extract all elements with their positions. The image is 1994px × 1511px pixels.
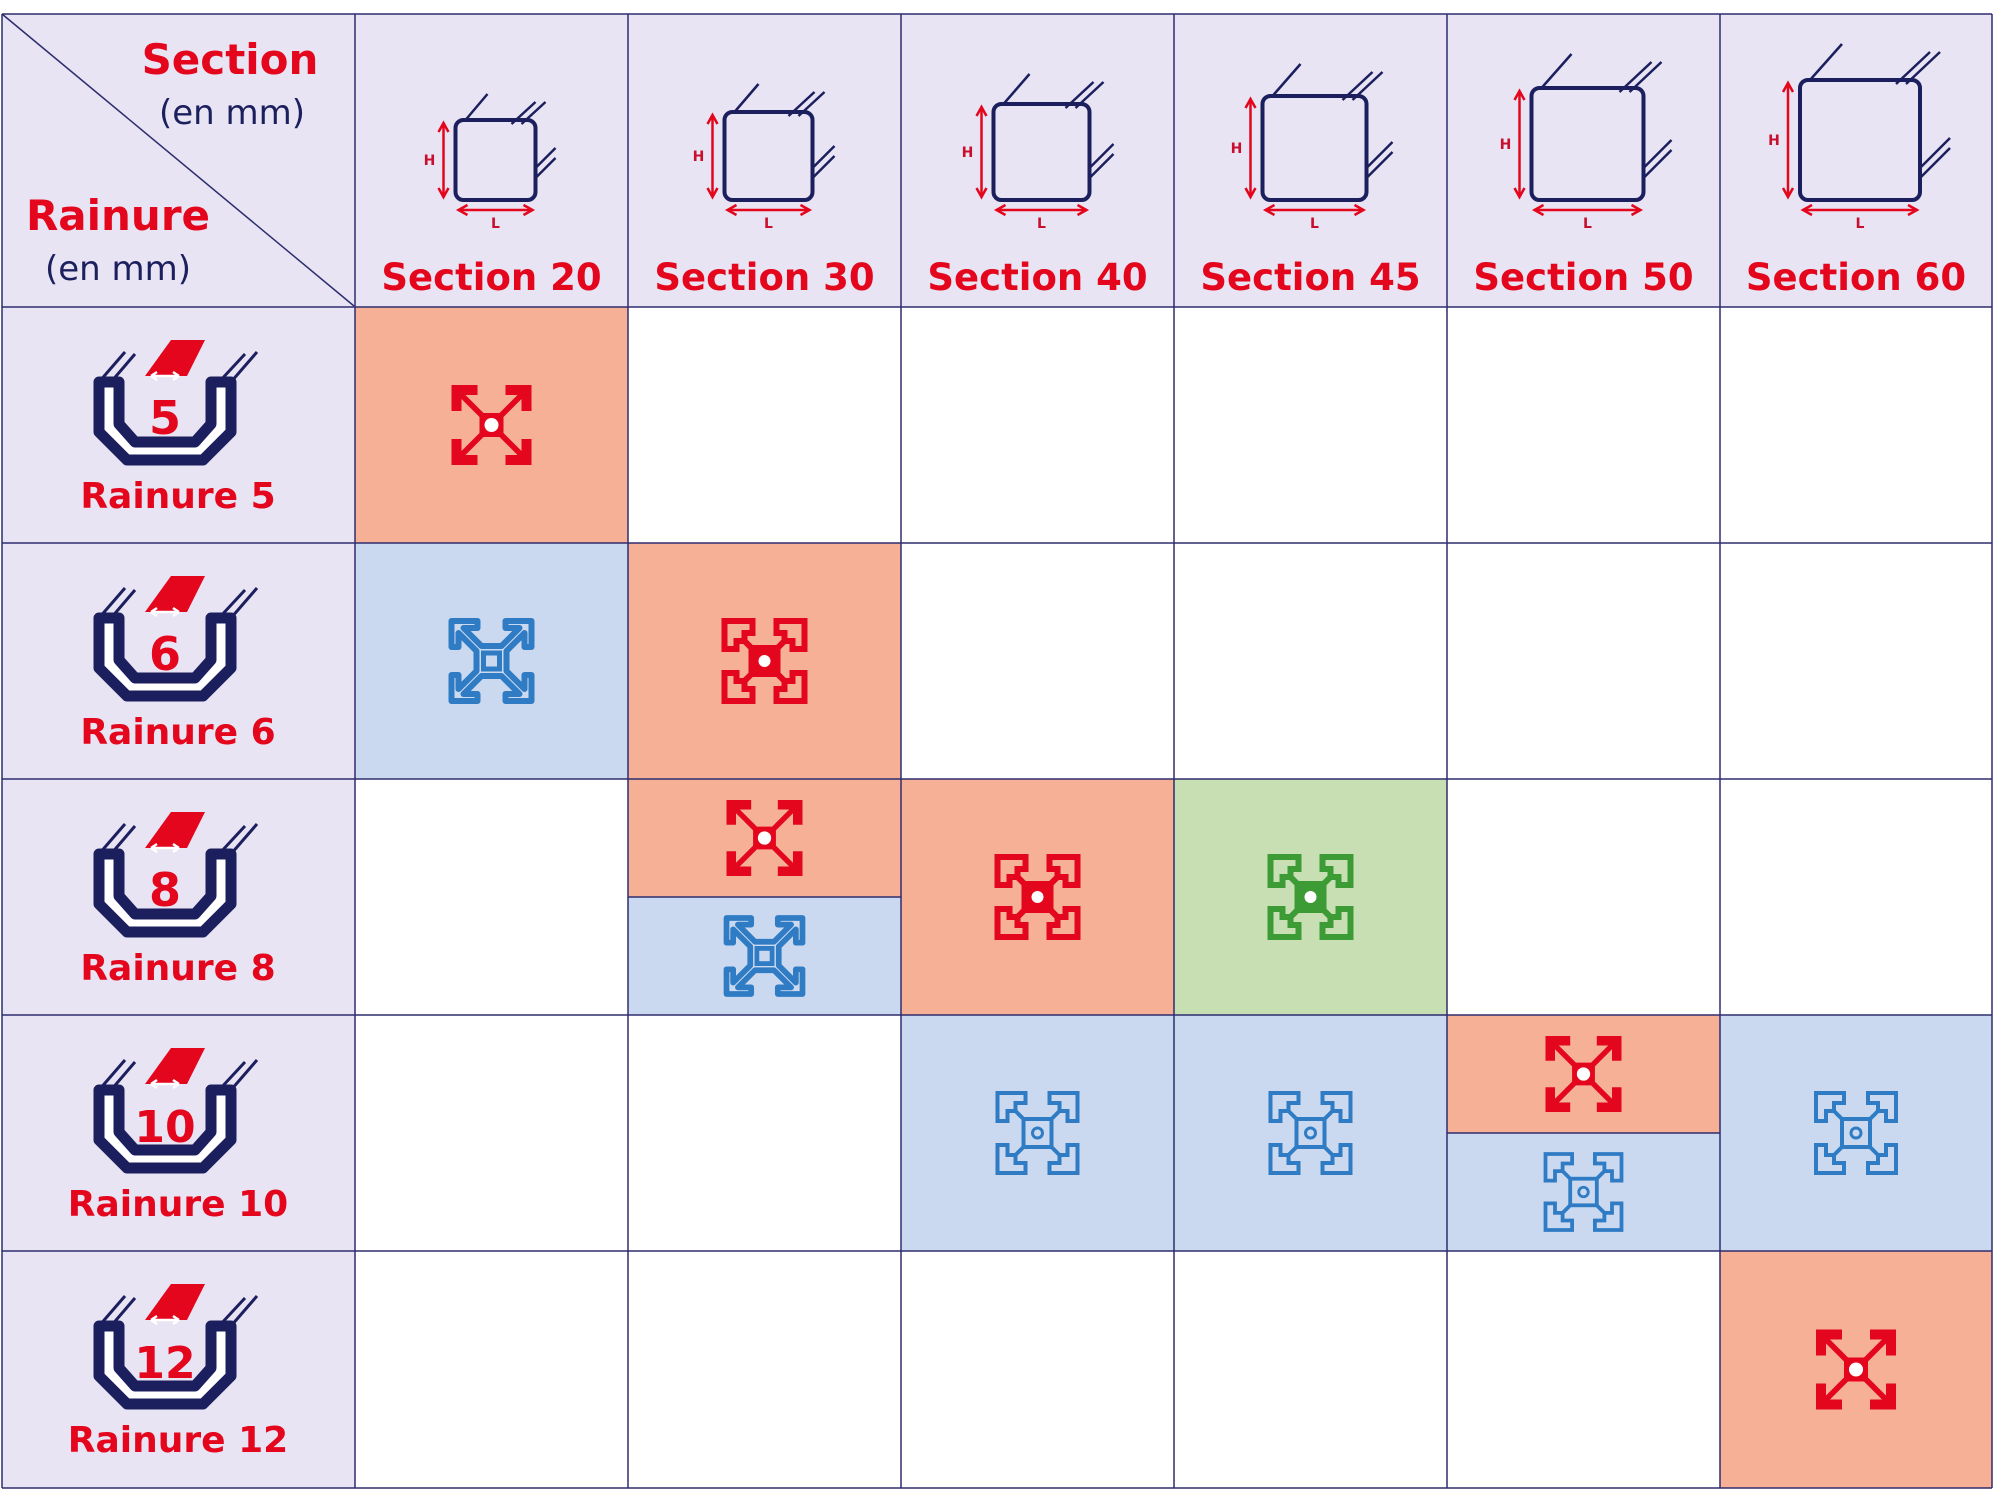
- cell-r4-c4: [1174, 1015, 1447, 1251]
- height-letter: H: [1231, 141, 1243, 157]
- section-title: Section: [142, 35, 319, 84]
- table-backgrounds: [2, 14, 1992, 1488]
- slot-number: 6: [149, 627, 181, 681]
- row-headers: 5 Rainure 5 6 Rainure 6 8 Rainure 8 10 Rainure …: [68, 340, 288, 1461]
- row-header-5: 5 Rainure 5: [80, 340, 276, 517]
- height-letter: H: [1768, 133, 1780, 149]
- table-cells: [355, 307, 1992, 1488]
- table-grid: [1, 13, 1993, 1489]
- square-section-icon: HL: [424, 93, 557, 232]
- cell-r3-c2: [628, 779, 901, 1015]
- column-label: Section 50: [1473, 256, 1693, 299]
- length-letter: L: [491, 216, 500, 232]
- row-header-6: 6 Rainure 6: [80, 576, 276, 753]
- slot-profile-icon: 8: [99, 812, 257, 932]
- cell-r4-c3: [901, 1015, 1174, 1251]
- slot-number: 8: [149, 863, 181, 917]
- blue-cell-bg: [628, 897, 901, 1015]
- column-label: Section 60: [1746, 256, 1966, 299]
- length-letter: L: [1856, 216, 1865, 232]
- square-section-icon: HL: [962, 73, 1115, 232]
- row-label: Rainure 5: [80, 476, 275, 517]
- cell-r4-c5: [1447, 1015, 1720, 1251]
- row-header-12: 12 Rainure 12: [68, 1284, 288, 1461]
- column-label: Section 40: [927, 256, 1147, 299]
- cell-r1-c1: [355, 307, 628, 543]
- slot-profile-icon: 12: [99, 1284, 257, 1404]
- column-label: Section 45: [1200, 256, 1420, 299]
- column-label: Section 20: [381, 256, 601, 299]
- height-letter: H: [424, 153, 436, 169]
- square-section-icon: HL: [1500, 53, 1673, 232]
- slot-number: 5: [149, 391, 181, 445]
- slot-number: 10: [134, 1102, 195, 1153]
- row-label: Rainure 12: [68, 1420, 288, 1461]
- column-label: Section 30: [654, 256, 874, 299]
- square-section-icon: HL: [693, 83, 836, 232]
- cell-r2-c2: [628, 543, 901, 779]
- cell-r3-c4: [1174, 779, 1447, 1015]
- length-letter: L: [1310, 216, 1319, 232]
- slot-profile-icon: 6: [99, 576, 257, 696]
- blue-cell-bg: [1720, 1015, 1992, 1251]
- blue-cell-bg: [901, 1015, 1174, 1251]
- length-letter: L: [764, 216, 773, 232]
- cell-r3-c3: [901, 779, 1174, 1015]
- corner-header: Section (en mm) Rainure (en mm): [1, 13, 355, 307]
- cell-r2-c1: [355, 543, 628, 779]
- slot-number: 12: [134, 1338, 195, 1389]
- row-label: Rainure 8: [80, 948, 275, 989]
- length-letter: L: [1583, 216, 1592, 232]
- rainure-unit: (en mm): [45, 249, 191, 289]
- cell-r4-c6: [1720, 1015, 1992, 1251]
- height-letter: H: [962, 145, 974, 161]
- cell-r5-c6: [1720, 1251, 1992, 1488]
- square-section-icon: HL: [1231, 63, 1394, 232]
- row-header-8: 8 Rainure 8: [80, 812, 276, 989]
- length-letter: L: [1037, 216, 1046, 232]
- rainure-title: Rainure: [26, 191, 210, 240]
- row-header-10: 10 Rainure 10: [68, 1048, 288, 1225]
- height-letter: H: [1500, 137, 1512, 153]
- section-unit: (en mm): [159, 93, 305, 133]
- blue-cell-bg: [1447, 1133, 1720, 1251]
- height-letter: H: [693, 149, 705, 165]
- square-section-icon: HL: [1768, 43, 1951, 232]
- slot-profile-icon: 5: [99, 340, 257, 460]
- row-label: Rainure 6: [80, 712, 275, 753]
- row-label: Rainure 10: [68, 1184, 288, 1225]
- blue-cell-bg: [355, 543, 628, 779]
- blue-cell-bg: [1174, 1015, 1447, 1251]
- slot-profile-icon: 10: [99, 1048, 257, 1168]
